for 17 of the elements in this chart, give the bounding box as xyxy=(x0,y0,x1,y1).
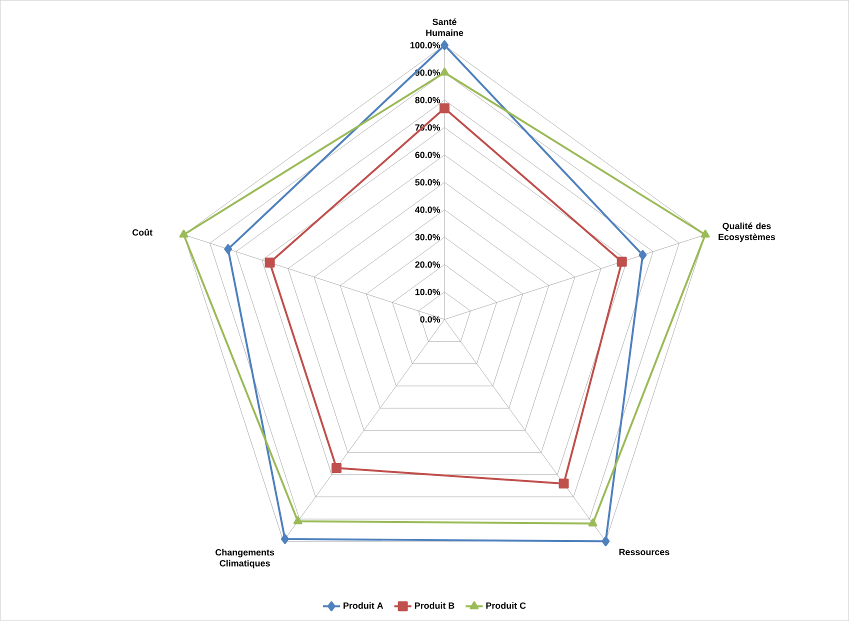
y-tick-label: 40.0% xyxy=(415,206,440,213)
spoke-label: Coût xyxy=(132,228,152,236)
y-tick-label: 50.0% xyxy=(415,179,440,186)
spoke-label: Ressources xyxy=(619,548,670,556)
y-tick-label: 20.0% xyxy=(415,261,440,268)
spoke-label: Qualité des Ecosystèmes xyxy=(718,222,776,242)
y-tick-label: 100.0% xyxy=(410,42,440,48)
legend-label: Produit B xyxy=(414,602,454,609)
y-tick-label: 10.0% xyxy=(415,288,440,296)
spoke-label: Santé Humaine xyxy=(426,18,464,36)
legend-label: Produit A xyxy=(344,602,384,609)
legend-label: Produit C xyxy=(486,602,526,609)
spoke-label: Changements Climatiques xyxy=(216,548,274,568)
y-tick-label: 60.0% xyxy=(415,152,440,158)
y-tick-label: 30.0% xyxy=(415,234,440,240)
y-tick-label: 0.0% xyxy=(420,316,440,323)
y-tick-label: 80.0% xyxy=(415,96,440,104)
